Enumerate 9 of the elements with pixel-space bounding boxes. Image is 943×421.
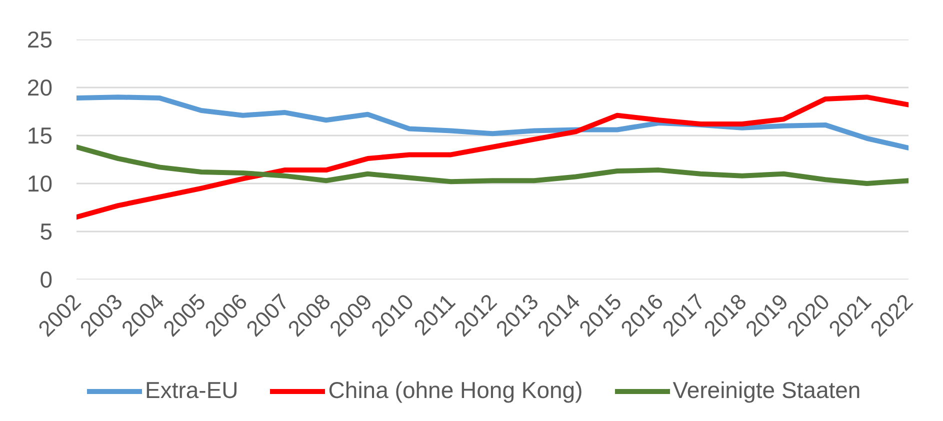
y-tick-label: 0 [40, 266, 53, 292]
y-tick-label: 20 [26, 74, 53, 100]
y-tick-label: 10 [26, 170, 53, 196]
y-tick-label: 5 [40, 218, 53, 244]
legend-label: China (ohne Hong Kong) [328, 377, 583, 404]
legend-label: Extra-EU [145, 377, 238, 404]
y-tick-label: 15 [26, 122, 53, 148]
legend-label: Vereinigte Staaten [672, 377, 861, 404]
y-tick-label: 25 [26, 26, 53, 52]
